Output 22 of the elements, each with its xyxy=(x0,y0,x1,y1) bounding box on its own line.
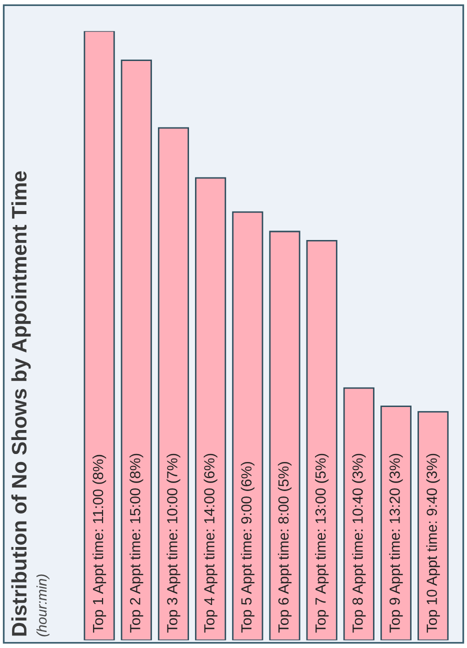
x-tick-label: Top 8 Appt time: 10:40 (3%) xyxy=(352,454,366,633)
text: Distribution of No Shows by Appointment Time xyxy=(11,171,31,636)
x-tick-label: Top 6 Appt time: 8:00 (5%) xyxy=(278,462,292,633)
bar xyxy=(380,406,412,640)
x-tick-label: Top 10 Appt time: 9:40 (3%) xyxy=(426,454,440,633)
x-tick-label: Top 1 Appt time: 11:00 (8%) xyxy=(92,454,106,633)
bar xyxy=(343,387,374,640)
bar xyxy=(232,211,264,640)
bar xyxy=(195,177,226,640)
bar xyxy=(120,60,152,640)
x-tick-label: Top 3 Appt time: 10:00 (7%) xyxy=(166,454,180,633)
bar xyxy=(306,240,338,640)
bar xyxy=(84,31,115,640)
bar xyxy=(269,230,300,640)
x-tick-label: Top 4 Appt time: 14:00 (6%) xyxy=(204,454,218,633)
x-tick-label: Top 5 Appt time: 9:00 (6%) xyxy=(240,462,254,633)
x-tick-label: Top 9 Appt time: 13:20 (3%) xyxy=(389,454,403,633)
text: (hour:min) xyxy=(36,574,50,636)
bar xyxy=(418,411,449,640)
x-tick-label: Top 7 Appt time: 13:00 (5%) xyxy=(315,454,329,633)
bar xyxy=(158,127,190,640)
x-tick-label: Top 2 Appt time: 15:00 (8%) xyxy=(130,454,144,633)
